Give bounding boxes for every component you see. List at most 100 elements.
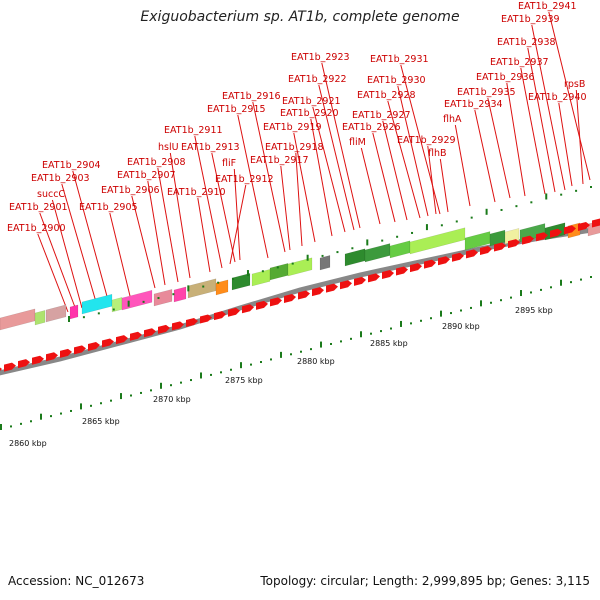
gene-arrow[interactable] — [214, 311, 226, 321]
gene-arrow[interactable] — [32, 355, 44, 365]
gene-label[interactable]: EAT1b_2930 — [367, 75, 426, 86]
gene-label[interactable]: EAT1b_2923 — [291, 52, 350, 63]
gene-arrow[interactable] — [438, 256, 450, 266]
gene-label[interactable]: EAT1b_2905 — [79, 202, 138, 213]
gene-arrow[interactable] — [130, 331, 142, 341]
gene-label[interactable]: EAT1b_2901 — [9, 202, 68, 213]
leader-line — [233, 168, 241, 261]
gene-label[interactable]: EAT1b_2903 — [31, 173, 90, 184]
kbp-labels: 2860 kbp 2865 kbp 2870 kbp 2875 kbp 2880 kbp… — [9, 306, 553, 448]
gene-arrow[interactable] — [354, 276, 366, 286]
gene-arrow[interactable] — [270, 297, 282, 307]
gene-arrow[interactable] — [256, 300, 268, 310]
gene-label[interactable]: EAT1b_2941 — [518, 1, 577, 12]
gene-label[interactable]: flhA — [443, 114, 462, 125]
gene-arrow[interactable] — [480, 245, 492, 255]
gene-arrow[interactable] — [74, 345, 86, 355]
gene-label[interactable]: EAT1b_2912 — [215, 174, 274, 185]
gene-label[interactable]: EAT1b_2915 — [207, 104, 266, 115]
feature-block — [364, 243, 391, 263]
gene-label[interactable]: fliF — [222, 158, 236, 169]
gene-label[interactable]: EAT1b_2910 — [167, 187, 226, 198]
gene-arrow[interactable] — [144, 328, 156, 338]
tick-mark — [470, 216, 473, 219]
gene-label[interactable]: EAT1b_2916 — [222, 91, 281, 102]
kbp-label: 2860 kbp — [9, 439, 47, 448]
tick-mark — [470, 306, 472, 309]
gene-arrow[interactable] — [396, 266, 408, 276]
gene-label[interactable]: EAT1b_2908 — [127, 157, 186, 168]
leader-line — [487, 97, 511, 199]
gene-label[interactable]: EAT1b_2937 — [490, 57, 549, 68]
gene-arrow[interactable] — [88, 341, 100, 351]
tick-mark — [172, 293, 175, 296]
gene-label[interactable]: EAT1b_2936 — [476, 72, 535, 83]
gene-label[interactable]: hslU — [158, 142, 179, 153]
gene-arrow[interactable] — [46, 352, 58, 362]
gene-arrow[interactable] — [508, 239, 520, 249]
gene-label[interactable]: EAT1b_2928 — [357, 90, 416, 101]
gene-arrow[interactable] — [186, 317, 198, 327]
gene-arrow[interactable] — [312, 287, 324, 297]
gene-arrow[interactable] — [592, 218, 600, 228]
gene-label[interactable]: EAT1b_2919 — [263, 122, 322, 133]
gene-arrow[interactable] — [60, 348, 72, 358]
gene-arrow[interactable] — [228, 307, 240, 317]
gene-arrow[interactable] — [116, 335, 128, 345]
gene-arrow[interactable] — [410, 263, 422, 273]
gene-label[interactable]: EAT1b_2940 — [528, 92, 587, 103]
gene-label[interactable]: EAT1b_2900 — [7, 223, 66, 234]
gene-label[interactable]: EAT1b_2904 — [42, 160, 101, 171]
gene-arrow[interactable] — [452, 252, 464, 262]
gene-arrow[interactable] — [466, 249, 478, 259]
gene-label[interactable]: EAT1b_2917 — [250, 155, 309, 166]
gene-label[interactable]: EAT1b_2934 — [444, 99, 503, 110]
gene-arrow[interactable] — [578, 221, 590, 231]
leader-line — [295, 152, 303, 247]
gene-arrow[interactable] — [284, 293, 296, 303]
gene-label[interactable]: EAT1b_2931 — [370, 54, 429, 65]
tick-mark — [40, 413, 42, 420]
gene-label[interactable]: EAT1b_2913 — [181, 142, 240, 153]
gene-label[interactable]: EAT1b_2907 — [117, 170, 176, 181]
gene-label[interactable]: EAT1b_2906 — [101, 185, 160, 196]
gene-label[interactable]: EAT1b_2926 — [342, 122, 401, 133]
gene-label[interactable]: EAT1b_2922 — [288, 74, 347, 85]
gene-label[interactable]: succC — [37, 189, 65, 200]
gene-arrow[interactable] — [172, 321, 184, 331]
gene-arrow[interactable] — [550, 228, 562, 238]
gene-label[interactable]: flhB — [428, 148, 447, 159]
gene-arrow[interactable] — [242, 304, 254, 314]
gene-label[interactable]: EAT1b_2927 — [352, 110, 411, 121]
gene-arrow[interactable] — [200, 314, 212, 324]
gene-arrow[interactable] — [424, 259, 436, 269]
gene-arrow[interactable] — [158, 324, 170, 334]
gene-arrow[interactable] — [494, 242, 506, 252]
gene-label[interactable]: EAT1b_2921 — [282, 96, 341, 107]
gene-arrow[interactable] — [522, 235, 534, 245]
gene-arrow[interactable] — [564, 225, 576, 235]
gene-arrow[interactable] — [368, 273, 380, 283]
gene-label[interactable]: EAT1b_2929 — [397, 135, 456, 146]
gene-arrow[interactable] — [326, 283, 338, 293]
gene-arrow[interactable] — [340, 280, 352, 290]
gene-label[interactable]: fliM — [349, 137, 366, 148]
gene-arrow[interactable] — [18, 359, 30, 369]
tick-mark — [520, 290, 522, 297]
gene-label[interactable]: EAT1b_2918 — [265, 142, 324, 153]
gene-label[interactable]: EAT1b_2911 — [164, 125, 223, 136]
leader-line — [131, 195, 156, 289]
gene-arrow[interactable] — [536, 232, 548, 242]
gene-label[interactable]: EAT1b_2920 — [280, 108, 339, 119]
gene-arrow[interactable] — [298, 290, 310, 300]
gene-label[interactable]: EAT1b_2939 — [501, 14, 560, 25]
gene-label[interactable]: EAT1b_2938 — [497, 37, 556, 48]
gene-arrow[interactable] — [0, 366, 2, 375]
gene-arrow[interactable] — [382, 269, 394, 279]
gene-label[interactable]: EAT1b_2935 — [457, 87, 516, 98]
gene-arrow[interactable] — [102, 338, 114, 348]
gene-label[interactable]: rpsB — [564, 79, 585, 90]
gene-arrow[interactable] — [4, 362, 16, 372]
tick-mark — [97, 312, 100, 315]
